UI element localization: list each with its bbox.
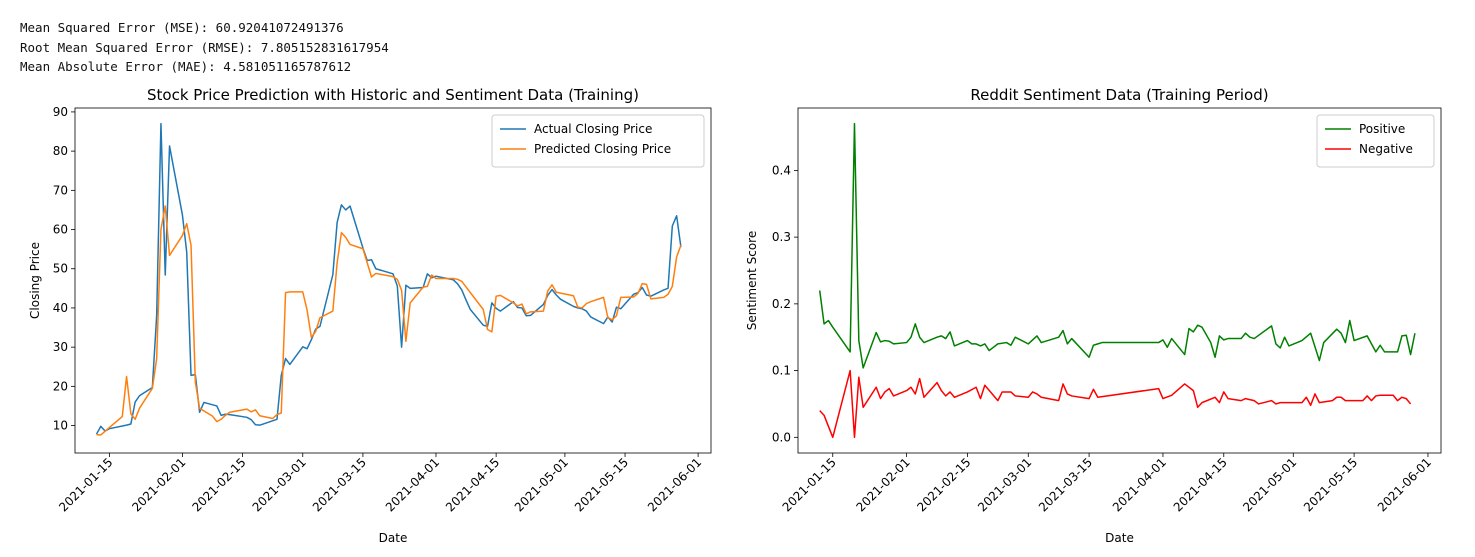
- legend-label-1: Positive: [1359, 122, 1405, 136]
- sentiment-chart: 2021-01-15 2021-02-01 2021-02-15 2021-03-01…: [745, 86, 1442, 545]
- x-tick-label: 2021-02-01: [854, 455, 913, 514]
- chart-title: Reddit Sentiment Data (Training Period): [970, 86, 1268, 104]
- series-line-1: [818, 122, 1416, 369]
- legend-label-2: Predicted Closing Price: [534, 142, 671, 156]
- y-tick-label: 20: [53, 379, 68, 393]
- plot-frame: [797, 107, 1442, 454]
- legend-label-2: Negative: [1359, 142, 1413, 156]
- x-tick-label: 2021-05-01: [1240, 455, 1299, 514]
- y-tick-label: 10: [53, 419, 68, 433]
- y-tick-label: 30: [53, 340, 68, 354]
- mse-line: Mean Squared Error (MSE): 60.92041072491…: [20, 20, 344, 35]
- legend: Positive Negative: [1316, 114, 1435, 168]
- x-tick-label: 2021-02-15: [914, 455, 973, 514]
- x-tick-label: 2021-05-15: [572, 455, 631, 514]
- x-axis-label: Date: [1105, 531, 1134, 545]
- metrics-output: Mean Squared Error (MSE): 60.92041072491…: [20, 18, 389, 77]
- legend-box: [1316, 114, 1435, 168]
- legend-label-1: Actual Closing Price: [534, 122, 652, 136]
- y-tick-label: 70: [53, 183, 68, 197]
- x-tick-label: 2021-05-15: [1301, 455, 1360, 514]
- x-tick-label: 2021-05-01: [512, 455, 571, 514]
- y-tick-label: 0.2: [772, 297, 791, 311]
- y-axis-label: Sentiment Score: [745, 231, 759, 330]
- y-tick-label: 0.0: [772, 430, 791, 444]
- x-tick-label: 2021-02-15: [189, 455, 248, 514]
- y-tick-label: 50: [53, 262, 68, 276]
- series-line-1: [95, 122, 682, 435]
- chart-title: Stock Price Prediction with Historic and…: [147, 86, 639, 104]
- y-tick-label: 90: [53, 105, 68, 119]
- y-tick-label: 60: [53, 223, 68, 237]
- mae-line: Mean Absolute Error (MAE): 4.58105116578…: [20, 59, 352, 74]
- y-tick-label: 0.3: [772, 230, 791, 244]
- x-tick-label: 2021-04-01: [1110, 455, 1169, 514]
- x-tick-label: 2021-06-01: [645, 455, 704, 514]
- x-tick-label: 2021-06-01: [1375, 455, 1434, 514]
- y-tick-label: 0.4: [772, 163, 791, 177]
- x-tick-label: 2021-02-01: [129, 455, 188, 514]
- x-tick-label: 2021-01-15: [780, 455, 839, 514]
- x-tick-label: 2021-04-15: [443, 455, 502, 514]
- series-line-2: [819, 369, 1412, 439]
- x-tick-label: 2021-03-01: [975, 455, 1034, 514]
- x-tick-label: 2021-03-01: [250, 455, 309, 514]
- y-tick-label: 40: [53, 301, 68, 315]
- series-line-2: [96, 205, 682, 436]
- rmse-line: Root Mean Squared Error (RMSE): 7.805152…: [20, 39, 389, 55]
- legend-box: [491, 114, 705, 168]
- plot-frame: [74, 107, 712, 454]
- legend: Actual Closing Price Predicted Closing Pr…: [491, 114, 705, 168]
- y-tick-label: 80: [53, 144, 68, 158]
- x-tick-label: 2021-04-01: [383, 455, 442, 514]
- x-tick-label: 2021-03-15: [310, 455, 369, 514]
- x-tick-label: 2021-01-15: [56, 455, 115, 514]
- stock-price-chart: 2021-01-15 2021-02-01 2021-02-15 2021-03-01…: [28, 86, 712, 545]
- y-tick-label: 0.1: [772, 364, 791, 378]
- x-axis-label: Date: [379, 531, 408, 545]
- x-tick-label: 2021-03-15: [1036, 455, 1095, 514]
- y-axis-label: Closing Price: [28, 242, 42, 319]
- x-tick-label: 2021-04-15: [1171, 455, 1230, 514]
